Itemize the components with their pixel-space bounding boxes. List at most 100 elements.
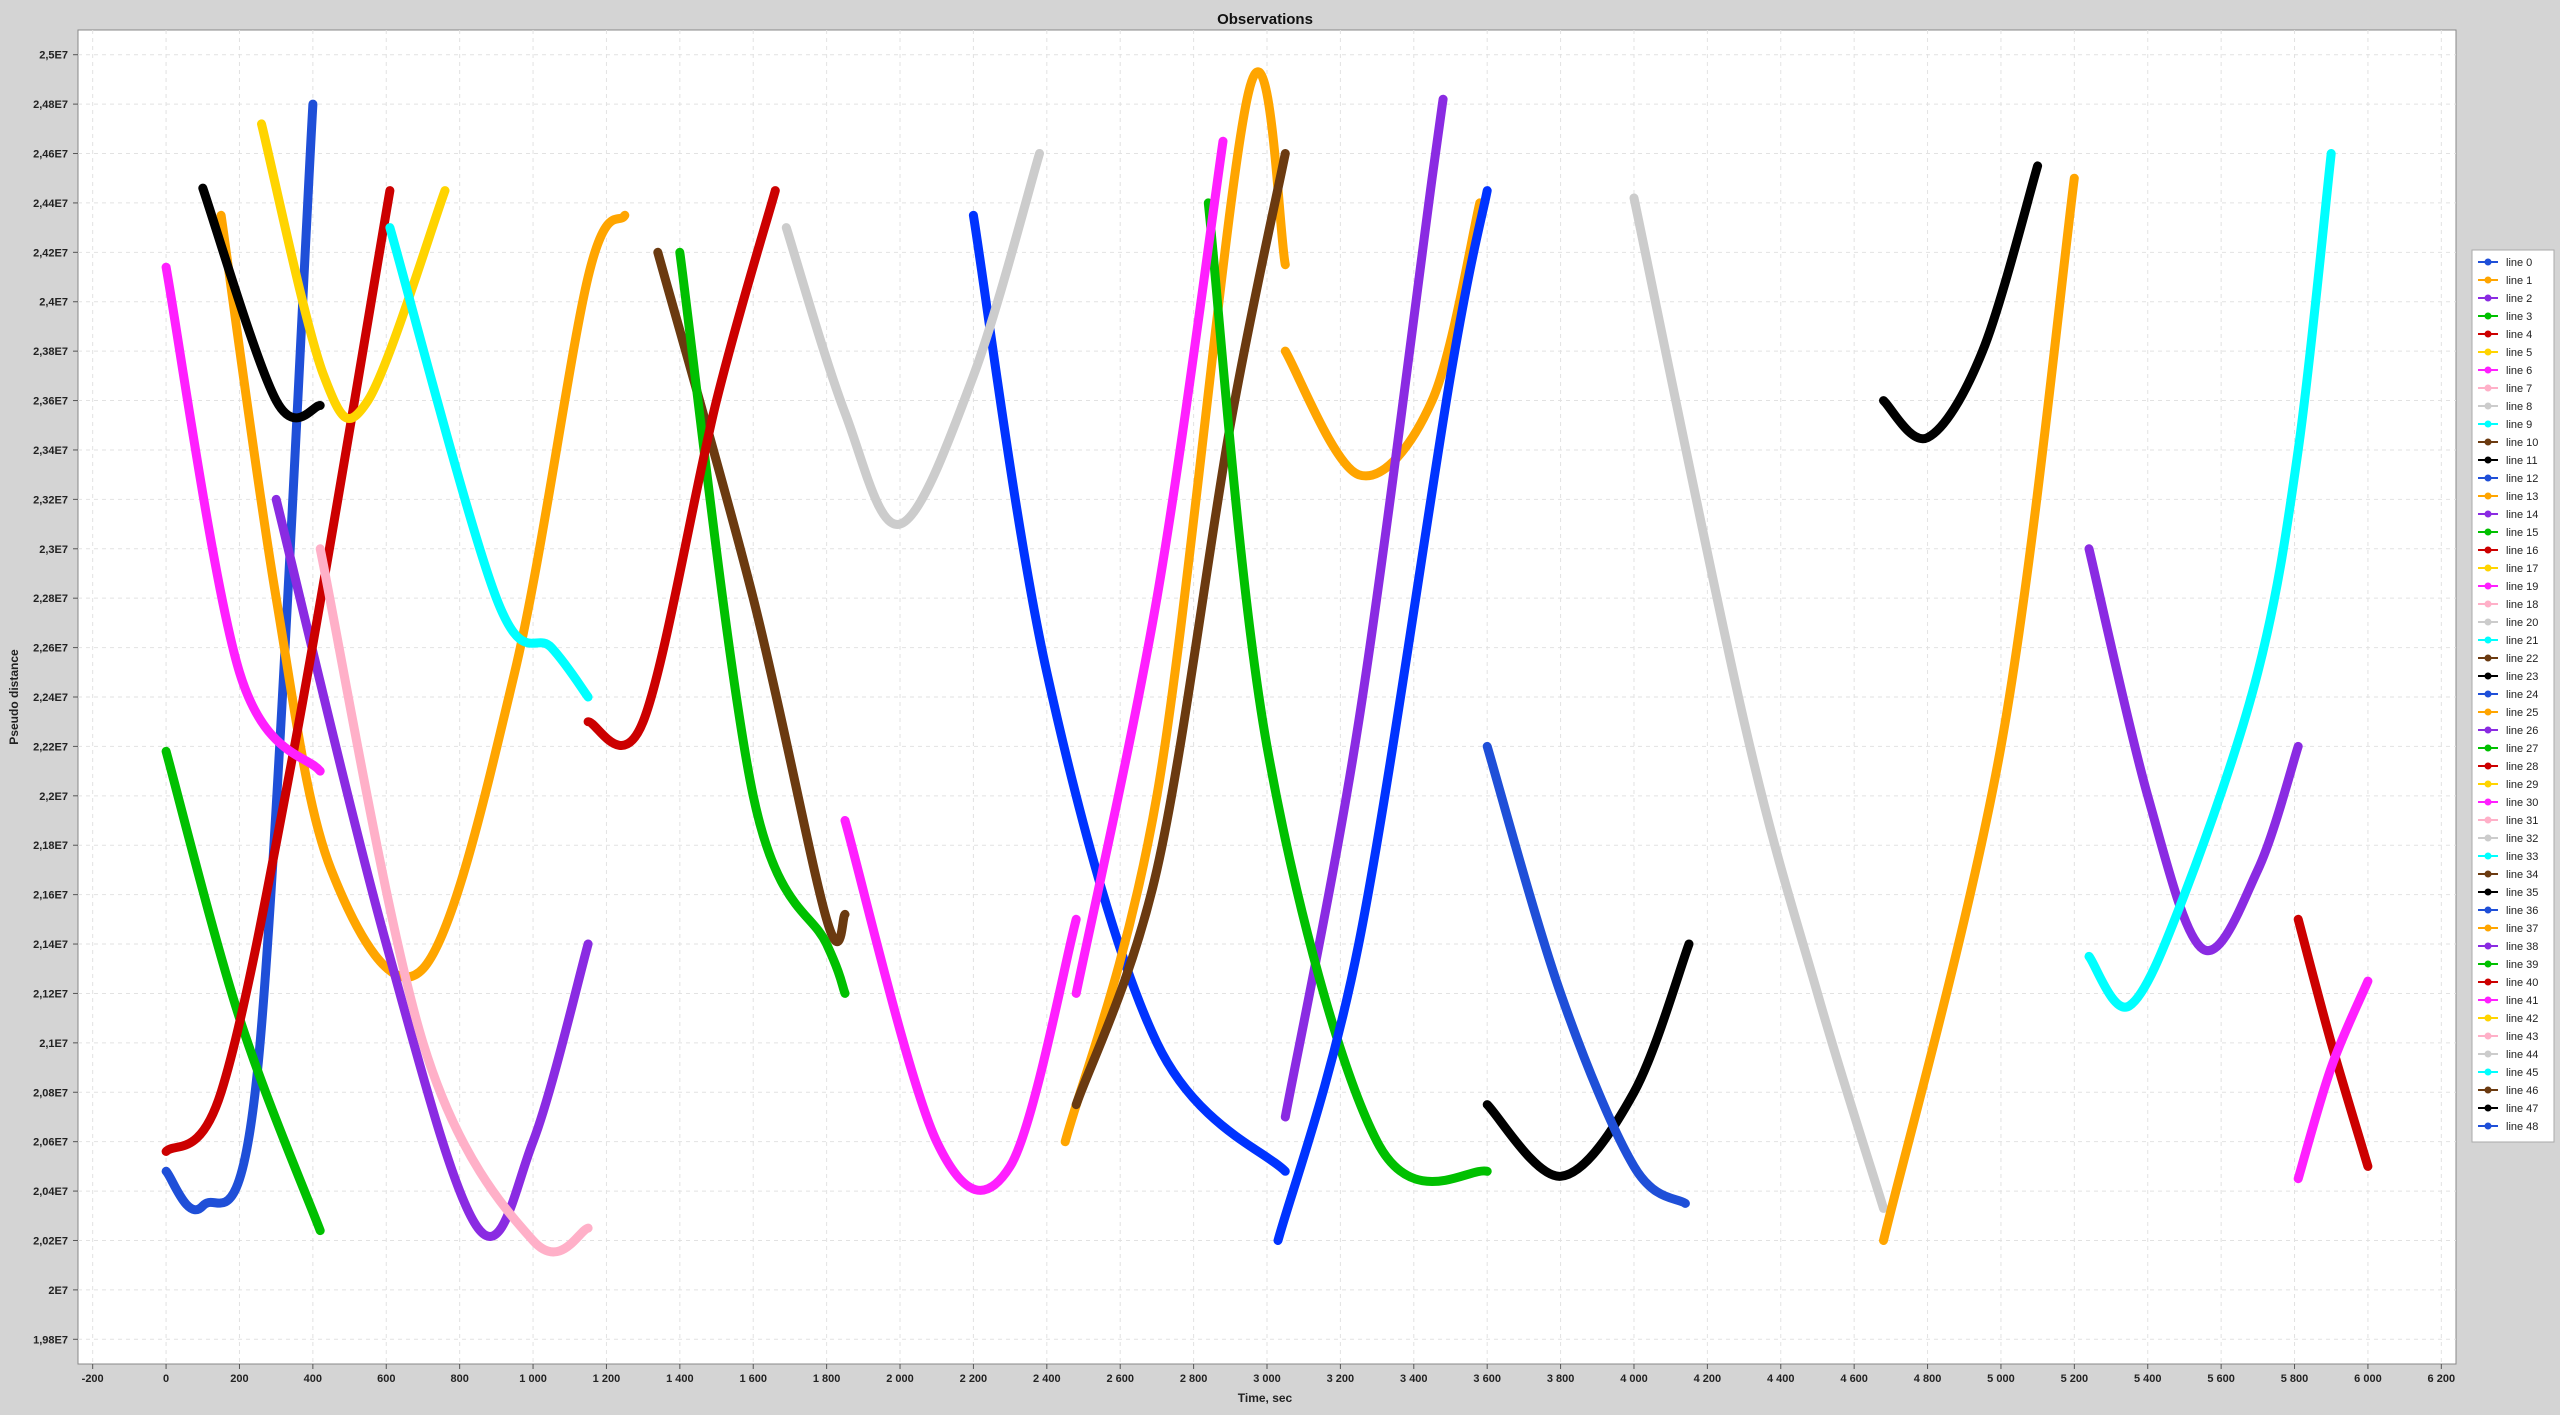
legend-entry: line 4	[2506, 329, 2532, 341]
legend-marker	[2484, 294, 2492, 302]
y-tick-label: 2,2E7	[39, 791, 68, 803]
legend-marker	[2484, 744, 2492, 752]
y-tick-label: 2,34E7	[33, 445, 68, 457]
legend-marker	[2484, 618, 2492, 626]
legend-marker	[2484, 492, 2492, 500]
x-tick-label: 800	[450, 1373, 468, 1385]
x-tick-label: 3 200	[1327, 1373, 1355, 1385]
y-tick-label: 2,14E7	[33, 939, 68, 951]
legend-marker	[2484, 438, 2492, 446]
legend-entry: line 22	[2506, 653, 2538, 665]
series-line-35	[1482, 939, 1694, 1181]
legend-marker	[2484, 852, 2492, 860]
y-tick-label: 2,08E7	[33, 1087, 68, 1099]
y-tick-label: 2,28E7	[33, 593, 68, 605]
legend-marker	[2484, 330, 2492, 338]
series-line-32	[1629, 193, 1888, 1213]
legend-entry: line 30	[2506, 797, 2538, 809]
legend-entry: line 9	[2506, 419, 2532, 431]
x-tick-label: 1 600	[739, 1373, 767, 1385]
legend-entry: line 20	[2506, 617, 2538, 629]
legend-entry: line 3	[2506, 311, 2532, 323]
legend-marker	[2484, 1050, 2492, 1058]
legend-entry: line 37	[2506, 923, 2538, 935]
legend-entry: line 12	[2506, 473, 2538, 485]
series-line-22	[1071, 149, 1290, 1110]
x-tick-label: 3 600	[1473, 1373, 1501, 1385]
legend-marker	[2484, 834, 2492, 842]
series-line-15	[675, 247, 850, 998]
x-tick-label: 400	[304, 1373, 322, 1385]
legend-marker	[2484, 258, 2492, 266]
series-line-0	[161, 99, 318, 1214]
legend-marker	[2484, 312, 2492, 320]
x-tick-label: 0	[163, 1373, 169, 1385]
legend-entry: line 11	[2506, 455, 2538, 467]
legend-marker	[2484, 1122, 2492, 1130]
legend-entry: line 44	[2506, 1049, 2538, 1061]
legend-marker	[2484, 960, 2492, 968]
y-tick-label: 2,06E7	[33, 1137, 68, 1149]
x-tick-label: 1 400	[666, 1373, 694, 1385]
legend-marker	[2484, 348, 2492, 356]
legend-entry: line 16	[2506, 545, 2538, 557]
series-line-36	[1273, 186, 1492, 1245]
x-tick-label: 600	[377, 1373, 395, 1385]
series-line-9	[385, 223, 593, 702]
x-tick-label: 1 200	[593, 1373, 621, 1385]
legend-entry: line 40	[2506, 977, 2538, 989]
series-line-47	[1879, 161, 2043, 444]
legend-entry: line 41	[2506, 995, 2538, 1007]
legend-marker	[2484, 798, 2492, 806]
x-tick-label: 3 000	[1253, 1373, 1281, 1385]
x-tick-label: 3 800	[1547, 1373, 1575, 1385]
x-tick-label: 5 400	[2134, 1373, 2162, 1385]
legend-marker	[2484, 276, 2492, 284]
legend-marker	[2484, 1086, 2492, 1094]
legend-marker	[2484, 564, 2492, 572]
grid	[78, 30, 2456, 1364]
y-tick-label: 2,32E7	[33, 494, 68, 506]
series-line-6	[161, 262, 325, 776]
legend-marker	[2484, 510, 2492, 518]
legend-entry: line 1	[2506, 275, 2532, 287]
legend-entry: line 39	[2506, 959, 2538, 971]
legend-marker	[2484, 762, 2492, 770]
x-tick-label: -200	[82, 1373, 104, 1385]
x-tick-label: 5 200	[2061, 1373, 2089, 1385]
legend-marker	[2484, 708, 2492, 716]
series-line-37	[1879, 173, 2079, 1245]
x-tick-label: 4 000	[1620, 1373, 1648, 1385]
series-line-38	[2084, 544, 2303, 956]
y-tick-label: 2,24E7	[33, 692, 68, 704]
series-line-48	[1482, 741, 1690, 1208]
series-line-2	[271, 494, 593, 1241]
legend-marker	[2484, 924, 2492, 932]
series-line-19	[840, 816, 1081, 1195]
x-tick-label: 5 000	[1987, 1373, 2015, 1385]
y-tick-label: 2,44E7	[33, 198, 68, 210]
legend-entry: line 35	[2506, 887, 2538, 899]
series-line-12	[968, 210, 1290, 1176]
y-tick-label: 2,1E7	[39, 1038, 68, 1050]
x-tick-label: 4 800	[1914, 1373, 1942, 1385]
legend-marker	[2484, 474, 2492, 482]
legend-entry: line 5	[2506, 347, 2532, 359]
legend-entry: line 25	[2506, 707, 2538, 719]
y-tick-label: 2,4E7	[39, 297, 68, 309]
y-tick-label: 2,38E7	[33, 346, 68, 358]
legend-marker	[2484, 582, 2492, 590]
legend-entry: line 47	[2506, 1103, 2538, 1115]
legend-marker	[2484, 546, 2492, 554]
legend-entry: line 17	[2506, 563, 2538, 575]
series-line-20	[781, 149, 1044, 529]
series-line-40	[2293, 914, 2373, 1171]
legend-marker	[2484, 1104, 2492, 1112]
x-tick-label: 6 200	[2428, 1373, 2456, 1385]
legend-marker	[2484, 942, 2492, 950]
legend-entry: line 7	[2506, 383, 2532, 395]
legend-entry: line 31	[2506, 815, 2538, 827]
x-tick-label: 3 400	[1400, 1373, 1428, 1385]
legend-entry: line 13	[2506, 491, 2538, 503]
